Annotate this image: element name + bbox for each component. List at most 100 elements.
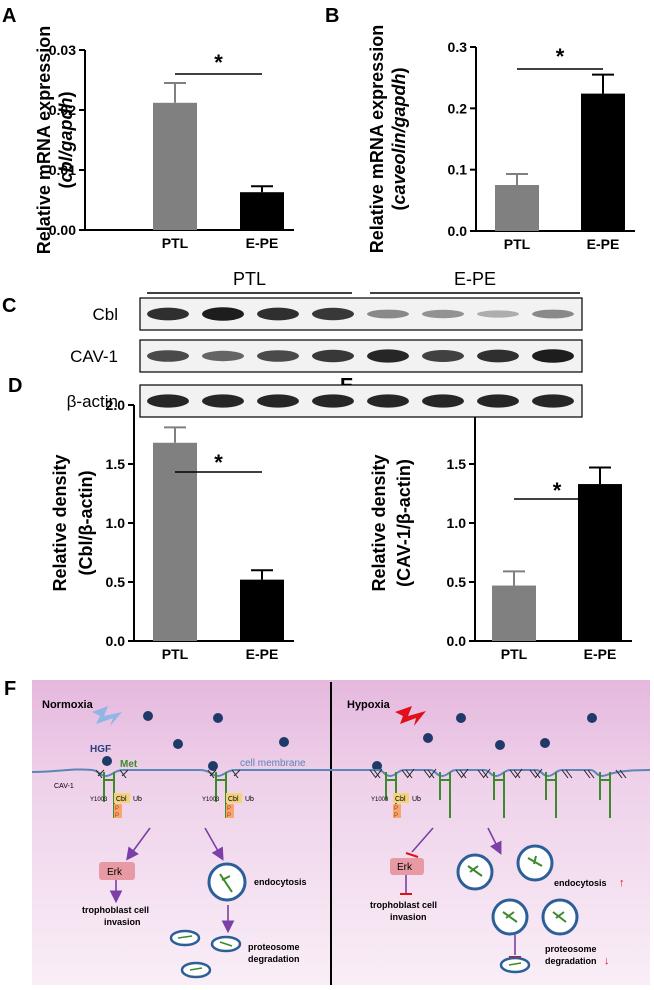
- x-tick-label: PTL: [162, 646, 189, 662]
- significance-star: *: [214, 450, 223, 475]
- p-label: P: [115, 806, 119, 812]
- blot-band: [312, 394, 354, 408]
- y1003-label: Y1003: [202, 797, 220, 803]
- blot-band: [477, 310, 519, 318]
- cbl-label: Cbl: [395, 796, 406, 803]
- blot-band: [147, 394, 189, 408]
- x-tick-label: PTL: [501, 646, 528, 662]
- erk-box: [99, 862, 135, 880]
- cbl-box: [114, 793, 130, 803]
- y-tick-label: 1.0: [447, 515, 467, 531]
- receptor-fragment: [508, 962, 522, 966]
- x-tick-label: PTL: [162, 235, 189, 251]
- blot-group-label: E-PE: [454, 269, 496, 289]
- pathway-arrows: [109, 827, 235, 934]
- bar-e-pe: [578, 484, 622, 641]
- chart-b: 0.0 0.1 0.2 0.3 PTL E-PE * Relative mRNA expres…: [367, 25, 635, 253]
- bar-ptl: [153, 442, 197, 641]
- phospho-box: [393, 804, 401, 818]
- blot-row-label: Cbl: [92, 305, 118, 324]
- chart-a: 0.00 0.01 0.02 0.03 PTL E-PE * Relative mRNA ex…: [34, 26, 294, 254]
- lightning-bolt-icon: [92, 706, 122, 726]
- y-tick-label: 1.5: [447, 456, 467, 472]
- ub-label: Ub: [133, 796, 142, 803]
- schematic-background: [32, 680, 650, 985]
- significance-star: *: [553, 478, 562, 503]
- cbl-label: Cbl: [116, 796, 127, 803]
- blot-row-label: β-actin: [67, 392, 118, 411]
- endocytosis-label: endocytosis: [254, 877, 307, 887]
- blot-band: [422, 350, 464, 362]
- panel-letter-a: A: [2, 5, 16, 27]
- degraded-vesicle-icon: [169, 929, 201, 947]
- p-label: P: [394, 813, 398, 819]
- blot-group-label: PTL: [233, 269, 266, 289]
- blot-band: [257, 350, 299, 362]
- blot-band: [147, 350, 189, 362]
- blot-band: [532, 349, 574, 363]
- hgf-label: HGF: [90, 744, 111, 755]
- degradation-label-line1: proteosome: [545, 944, 597, 954]
- blot-band: [367, 309, 409, 319]
- y-tick-label: 0.5: [447, 574, 467, 590]
- blot-band: [202, 394, 244, 408]
- p-label: P: [227, 813, 231, 819]
- endosome-icon: [207, 862, 247, 902]
- significance-star: *: [214, 50, 223, 75]
- y-tick-label: 0.2: [448, 100, 468, 116]
- y-tick-label: 0.00: [49, 222, 76, 238]
- blot-band: [147, 307, 189, 321]
- receptors-in-endosomes: [467, 855, 567, 923]
- x-tick-label: PTL: [504, 236, 531, 252]
- y-tick-label: 0.01: [49, 162, 76, 178]
- bar-e-pe: [581, 93, 625, 231]
- blot-band: [367, 349, 409, 363]
- schematic-panel: Normoxia Hypoxia HGF Met cell membrane C…: [31, 680, 651, 985]
- bar-ptl: [495, 185, 539, 231]
- y-axis-label-line2: (CAV-1/β-actin): [394, 459, 414, 587]
- panel-letter-c: C: [2, 295, 16, 317]
- blot-band: [532, 309, 574, 319]
- y-axis-label-line2: (Cbl/β-actin): [76, 471, 96, 576]
- blot-band: [422, 309, 464, 319]
- down-arrow-icon: ↓: [604, 955, 610, 967]
- blot-band: [257, 394, 299, 408]
- significance-star: *: [556, 44, 565, 69]
- x-tick-label: E-PE: [246, 646, 279, 662]
- hypoxia-title: Hypoxia: [347, 699, 391, 711]
- blot-band: [477, 394, 519, 408]
- cell-membrane-label: cell membrane: [240, 758, 306, 769]
- x-tick-label: E-PE: [587, 236, 620, 252]
- phospho-box: [114, 804, 122, 818]
- normoxia-title: Normoxia: [42, 699, 94, 711]
- cbl-box: [226, 793, 242, 803]
- bar-ptl: [492, 585, 536, 641]
- blot-row-label: CAV-1: [70, 347, 118, 366]
- blot-band: [312, 307, 354, 321]
- x-tick-label: E-PE: [584, 646, 617, 662]
- y-tick-label: 0.1: [448, 162, 468, 178]
- degraded-vesicle-icon: [180, 961, 212, 979]
- ub-label: Ub: [412, 796, 421, 803]
- y-tick-label: 1.5: [106, 456, 126, 472]
- y1003-label: Y1003: [371, 797, 389, 803]
- p-label: P: [394, 806, 398, 812]
- p-label: P: [227, 806, 231, 812]
- y1003-label: Y1003: [90, 797, 108, 803]
- caveolin-marks: [95, 769, 241, 779]
- cbl-box: [393, 793, 409, 803]
- panel-letter-b: B: [325, 5, 339, 27]
- bar-e-pe: [240, 192, 284, 230]
- y-axis-label: Relative density: [50, 454, 70, 591]
- y-tick-label: 1.0: [106, 515, 126, 531]
- bar-ptl: [153, 102, 197, 230]
- y-tick-label: 2.0: [106, 397, 126, 413]
- y-tick-label: 0.0: [447, 633, 467, 649]
- met-label: Met: [120, 759, 138, 770]
- p-label: P: [115, 813, 119, 819]
- blot-band: [257, 307, 299, 321]
- y-axis-label: Relative mRNA expression: [34, 26, 54, 254]
- pathway-arrows: [411, 827, 516, 955]
- y-axis-label-line2: (caveolin/gapdh): [389, 67, 409, 210]
